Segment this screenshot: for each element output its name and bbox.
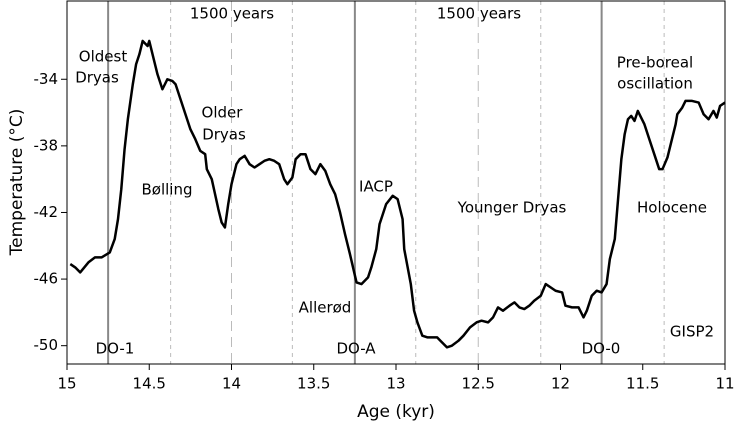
x-tick-label: 12.5: [462, 375, 495, 393]
y-tick-label: -38: [34, 136, 59, 154]
annotation: Allerød: [299, 299, 352, 317]
annotation: DO-A: [336, 340, 376, 358]
annotation: 1500 years: [190, 5, 274, 23]
x-tick-label: 11.5: [626, 375, 659, 393]
x-tick-label: 12: [551, 375, 570, 393]
annotation: Bølling: [142, 181, 193, 199]
annotation: 1500 years: [437, 5, 521, 23]
x-tick-label: 14: [222, 375, 241, 393]
x-axis-label: Age (kyr): [357, 402, 435, 422]
annotation: Pre-boreal: [617, 54, 693, 72]
x-tick-label: 13.5: [297, 375, 330, 393]
x-tick-label: 13: [386, 375, 405, 393]
y-tick-label: -42: [34, 203, 59, 221]
annotation: Holocene: [637, 199, 707, 217]
annotation: DO-1: [96, 340, 135, 358]
annotation: Older: [202, 104, 244, 122]
annotation: DO-0: [582, 340, 621, 358]
y-tick-label: -34: [34, 70, 59, 88]
x-tick-label: 15: [57, 375, 76, 393]
y-tick-label: -50: [34, 336, 59, 354]
y-axis-label: Temperature (°C): [7, 109, 27, 257]
annotation: IACP: [359, 178, 393, 196]
annotation: Younger Dryas: [457, 199, 567, 217]
annotation: GISP2: [670, 323, 714, 341]
x-tick-label: 14.5: [133, 375, 166, 393]
annotation: Oldest: [79, 48, 128, 66]
annotation: Dryas: [75, 69, 119, 87]
temperature-line: [69, 39, 726, 349]
annotation: Dryas: [202, 126, 246, 144]
y-tick-label: -46: [34, 270, 59, 288]
x-tick-label: 11: [715, 375, 734, 393]
annotation: oscillation: [617, 75, 693, 93]
